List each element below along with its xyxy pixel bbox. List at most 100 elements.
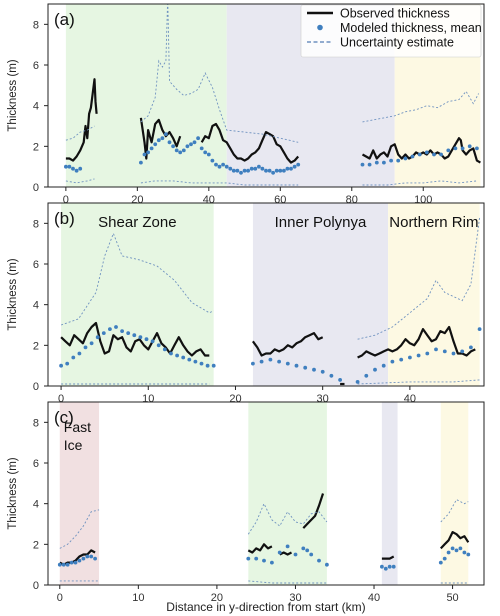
modeled-point [458,546,463,551]
uncertainty-line [357,217,481,340]
modeled-point [132,333,137,338]
modeled-point [434,347,438,352]
modeled-point [89,341,94,346]
axes-frame [47,3,485,188]
x-tick-label: 30 [289,592,301,604]
modeled-point [192,140,197,145]
x-axis-label: Distance in y-direction from start (km) [166,600,365,614]
modeled-point [416,353,421,358]
modeled-point [257,164,261,169]
region-shade [59,402,100,585]
modeled-point [450,546,455,551]
panel-label: (b) [54,209,75,228]
modeled-point [292,164,297,169]
observed-line [65,78,98,162]
modeled-point [224,164,229,169]
modeled-point [373,367,377,372]
modeled-point [89,554,94,559]
axes-frame [47,401,485,586]
modeled-point [142,152,147,157]
plot-area [59,217,482,386]
modeled-point [403,156,408,161]
modeled-point [181,355,186,360]
modeled-point [442,556,447,561]
region-label: Fast Ice [64,419,91,453]
modeled-point [389,158,393,163]
modeled-point [156,343,161,348]
panel-b: Shear Zone Inner Polynya Northern Rim 0 2 4 6 8… [7,202,485,405]
modeled-point [355,380,360,384]
modeled-point [169,351,173,356]
modeled-point [294,363,299,368]
observed-line [279,551,293,556]
modeled-point [469,345,473,350]
modeled-point [317,558,321,563]
modeled-point [249,166,254,171]
modeled-point [453,146,458,151]
modeled-point [305,548,310,553]
region-label-line: Ice [64,437,83,453]
observed-line [59,549,96,566]
modeled-point [189,142,193,147]
modeled-point [61,562,66,567]
observed-line [357,325,476,359]
y-tick-label: 2 [33,340,39,352]
modeled-point [85,554,90,559]
region-label-line: Fast [64,419,91,435]
modeled-point [271,170,275,175]
observed-line [60,321,210,357]
y-tick-label: 6 [33,458,39,470]
modeled-point [146,150,151,155]
modeled-point [59,363,63,368]
modeled-point [390,359,395,364]
modeled-point [446,550,451,555]
region-shade [248,402,327,585]
modeled-point [160,136,165,141]
modeled-point [77,558,82,563]
modeled-point [367,162,372,167]
modeled-point [396,158,401,163]
modeled-point [253,166,258,171]
modeled-point [289,166,293,171]
modeled-point [138,335,143,340]
modeled-point [462,550,467,555]
modeled-point [296,162,301,167]
modeled-point [325,562,329,567]
modeled-point [187,357,192,362]
legend-label: Observed thickness [340,7,450,21]
modeled-point [282,168,286,173]
legend-box [300,4,482,58]
modeled-point [425,351,430,356]
modeled-point [211,363,216,368]
modeled-point [246,556,251,561]
observed-line [252,332,324,357]
modeled-point [285,361,290,366]
modeled-point [126,331,131,335]
axes-frame [47,202,485,387]
modeled-point [185,144,190,149]
modeled-point [175,353,180,358]
modeled-point [312,367,316,372]
modeled-point [264,168,268,173]
modeled-point [231,168,236,173]
modeled-point [181,148,186,153]
modeled-point [205,363,210,368]
modeled-point [467,144,472,149]
modeled-point [69,560,74,565]
modeled-point [424,150,429,155]
modeled-point [410,154,415,159]
modeled-point [64,164,68,169]
modeled-point [329,373,334,378]
modeled-point [221,162,226,167]
modeled-point [320,369,325,374]
modeled-point [71,166,75,171]
modeled-point [65,562,70,567]
modeled-point [93,556,97,561]
region-shade [381,402,398,585]
modeled-point [338,378,342,382]
modeled-point [475,146,479,151]
plot-area [64,4,481,186]
modeled-point [442,349,447,354]
modeled-point [150,339,155,344]
